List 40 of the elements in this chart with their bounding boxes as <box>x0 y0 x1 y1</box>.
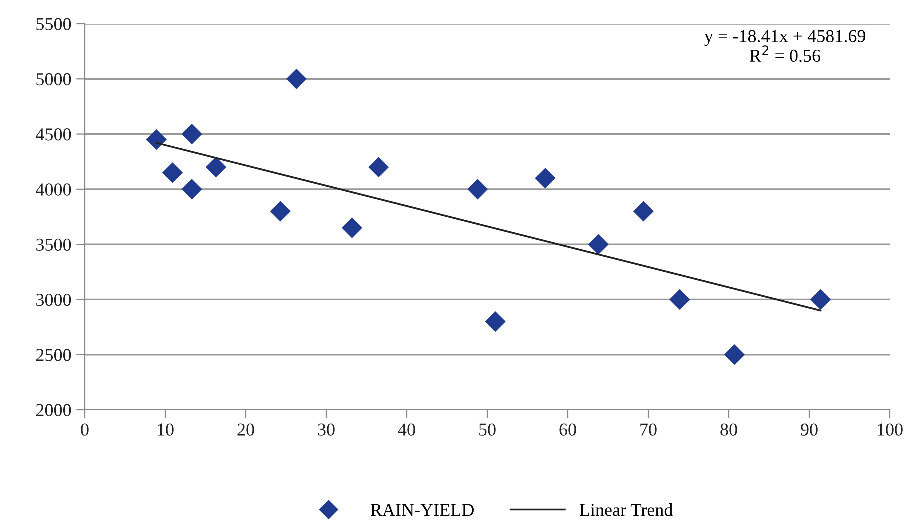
x-tick-label: 0 <box>81 424 89 436</box>
x-tick-label: 80 <box>720 424 738 436</box>
legend-label: RAIN-YIELD <box>370 504 474 516</box>
annotation: R$^{2}$ = 0.56 <box>750 46 821 62</box>
point <box>286 68 308 90</box>
x-tick-label: 10 <box>158 424 174 436</box>
x-tick-label: 30 <box>318 424 335 436</box>
y-tick-label: 5500 <box>36 18 72 30</box>
legend-label: Linear Trend <box>580 504 673 516</box>
point <box>633 201 654 222</box>
point <box>724 344 745 366</box>
point <box>368 157 390 178</box>
y-tick-label: 5000 <box>36 73 72 86</box>
point <box>206 157 227 178</box>
point <box>162 162 184 184</box>
x-tick-label: 70 <box>640 424 657 436</box>
y-tick-label: 2500 <box>36 349 72 362</box>
point <box>146 130 167 150</box>
y-tick-label: 4500 <box>36 128 72 141</box>
y-tick-label: 3500 <box>36 238 72 252</box>
x-tick-label: 50 <box>480 424 496 436</box>
y-tick-label: 3000 <box>36 294 72 306</box>
point <box>342 218 363 238</box>
point <box>588 234 609 255</box>
x-tick-label: 100 <box>878 424 903 436</box>
y-tick-label: 4000 <box>36 184 72 196</box>
point <box>182 124 202 145</box>
point <box>810 289 832 310</box>
x-tick-label: 20 <box>238 424 254 436</box>
point <box>670 289 690 310</box>
x-tick-label: 60 <box>560 424 576 436</box>
point <box>182 179 202 200</box>
point <box>485 311 506 332</box>
x-tick-label: 40 <box>398 424 416 436</box>
point <box>270 201 291 222</box>
annotation: y = -18.41x + 4581.69 <box>704 30 866 46</box>
x-tick-label: 90 <box>801 424 818 436</box>
point <box>535 168 556 189</box>
point <box>468 179 488 200</box>
y-tick-label: 2000 <box>36 404 72 416</box>
